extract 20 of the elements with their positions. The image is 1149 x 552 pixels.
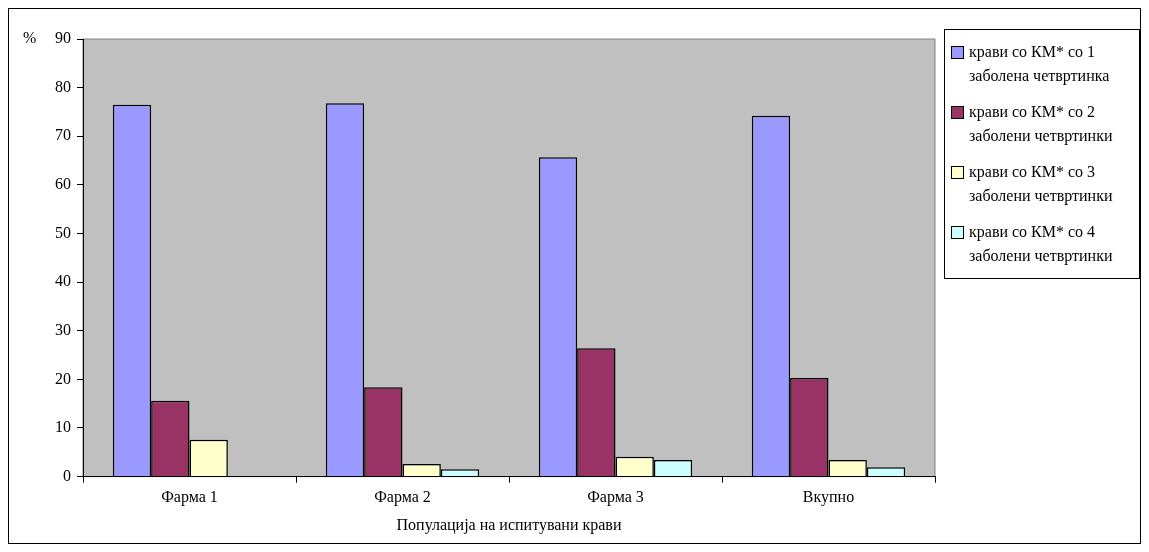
y-tick-label: 90 [55, 29, 71, 47]
y-tick-label: 0 [63, 466, 71, 484]
y-tick-label: 40 [55, 272, 71, 290]
x-tick-label: Фарма 1 [161, 488, 218, 507]
x-tick-label: Фарма 3 [587, 488, 644, 507]
legend-label: крави со КМ* со 4 заболени четвртинки [969, 222, 1114, 267]
y-tick-label: 20 [55, 369, 71, 387]
y-tick-label: 50 [55, 223, 71, 241]
x-tick-label: Вкупно [802, 488, 855, 507]
y-tick-label: 70 [55, 126, 71, 144]
legend-label: крави со КМ* со 3 заболени четвртинки [969, 162, 1114, 207]
legend-label: крави со КМ* со 1 заболена четвртинка [969, 42, 1111, 87]
legend-label: крави со КМ* со 2 заболени четвртинки [969, 102, 1114, 147]
y-tick-label: 80 [55, 77, 71, 95]
x-axis-title: Популација на испитувани крави [396, 515, 622, 534]
x-tick-label: Фарма 2 [374, 488, 431, 507]
y-tick-label: 30 [55, 320, 71, 338]
y-tick-label: 60 [55, 175, 71, 193]
y-axis-title: % [23, 29, 37, 47]
y-tick-label: 10 [55, 418, 71, 436]
